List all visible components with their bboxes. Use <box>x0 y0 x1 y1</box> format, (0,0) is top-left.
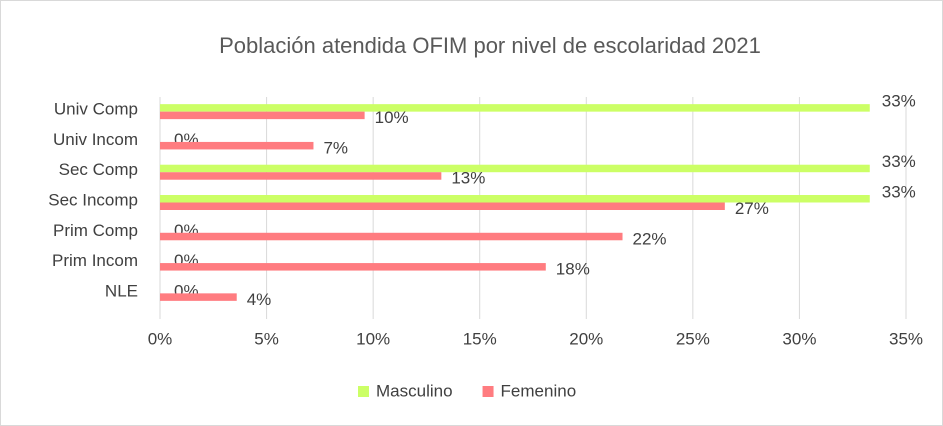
x-tick-label: 15% <box>463 329 497 348</box>
x-tick-label: 25% <box>676 329 710 348</box>
x-tick-label: 35% <box>889 329 923 348</box>
data-label: 10% <box>375 108 409 127</box>
data-label: 13% <box>451 169 485 188</box>
data-label: 18% <box>556 260 590 279</box>
legend-swatch <box>358 386 369 397</box>
data-label: 33% <box>882 182 916 201</box>
y-tick-label: NLE <box>105 281 138 300</box>
data-label: 22% <box>633 229 667 248</box>
data-label: 33% <box>882 92 916 111</box>
x-tick-label: 5% <box>254 329 279 348</box>
bar <box>160 202 725 210</box>
y-tick-label: Univ Incom <box>53 130 138 149</box>
bar <box>160 164 870 173</box>
bar <box>160 141 314 150</box>
legend-label: Masculino <box>376 381 453 400</box>
bar <box>160 104 870 112</box>
data-label: 33% <box>882 152 916 171</box>
bar <box>160 111 365 120</box>
legend-label: Femenino <box>501 381 577 400</box>
x-tick-label: 30% <box>782 329 816 348</box>
x-tick-label: 20% <box>569 329 603 348</box>
x-tick-label: 0% <box>148 329 173 348</box>
data-label: 7% <box>323 138 348 157</box>
y-tick-label: Sec Incomp <box>48 190 138 209</box>
bar <box>160 172 442 180</box>
y-tick-label: Univ Comp <box>54 100 138 119</box>
x-tick-label: 10% <box>356 329 390 348</box>
legend-swatch <box>482 386 494 397</box>
bar <box>160 195 870 203</box>
chart-title: Población atendida OFIM por nivel de esc… <box>219 33 761 58</box>
y-tick-label: Sec Comp <box>59 160 138 179</box>
data-label: 27% <box>735 199 769 218</box>
bar <box>160 263 546 271</box>
data-label: 4% <box>247 290 272 309</box>
y-tick-label: Prim Incom <box>52 251 138 270</box>
y-tick-label: Prim Comp <box>53 221 138 240</box>
bar <box>160 232 623 241</box>
bar <box>160 293 237 301</box>
